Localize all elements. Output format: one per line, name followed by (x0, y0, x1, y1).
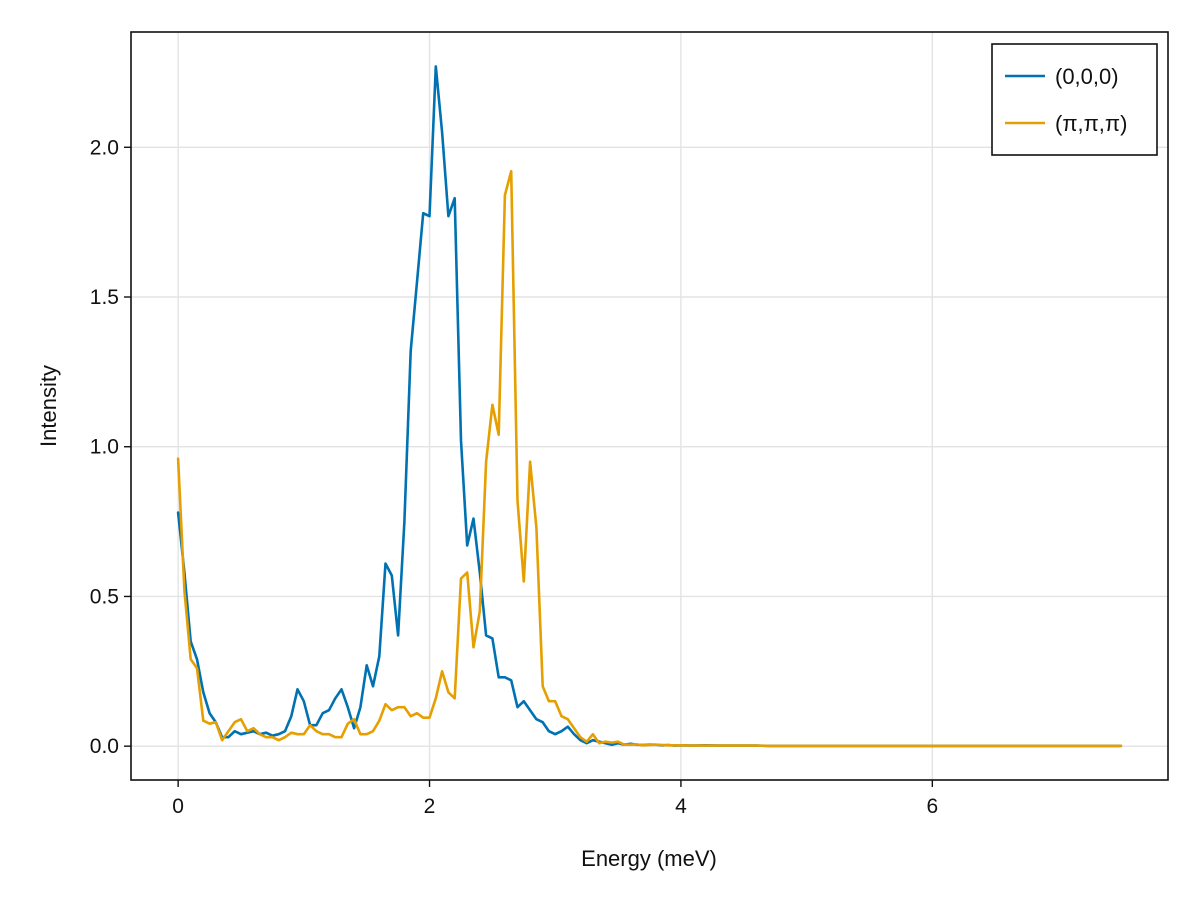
series-lines (176, 65, 1123, 748)
legend: (0,0,0) (π,π,π) (991, 43, 1158, 156)
y-tick-label: 1.0 (90, 436, 119, 459)
grid-lines (131, 32, 1168, 780)
legend-label-series-1: (π,π,π) (1055, 111, 1127, 136)
y-axis-label: Intensity (36, 365, 61, 447)
x-tick-label: 0 (172, 795, 184, 818)
x-tick-label: 4 (675, 795, 687, 818)
legend-label-series-0: (0,0,0) (1055, 64, 1119, 89)
series-line-1 (176, 169, 1123, 748)
x-tick-label: 2 (424, 795, 436, 818)
y-tick-label: 0.5 (90, 585, 119, 608)
y-tick-label: 2.0 (90, 136, 119, 159)
x-tick-label: 6 (926, 795, 938, 818)
plot-frame (130, 31, 1169, 781)
x-axis-ticks: 0 2 4 6 (172, 780, 938, 818)
x-axis-label: Energy (meV) (581, 846, 717, 871)
y-axis-ticks: 0.0 0.5 1.0 1.5 2.0 (90, 136, 131, 758)
y-tick-label: 0.0 (90, 735, 119, 758)
y-tick-label: 1.5 (90, 286, 119, 309)
legend-box (991, 43, 1158, 156)
